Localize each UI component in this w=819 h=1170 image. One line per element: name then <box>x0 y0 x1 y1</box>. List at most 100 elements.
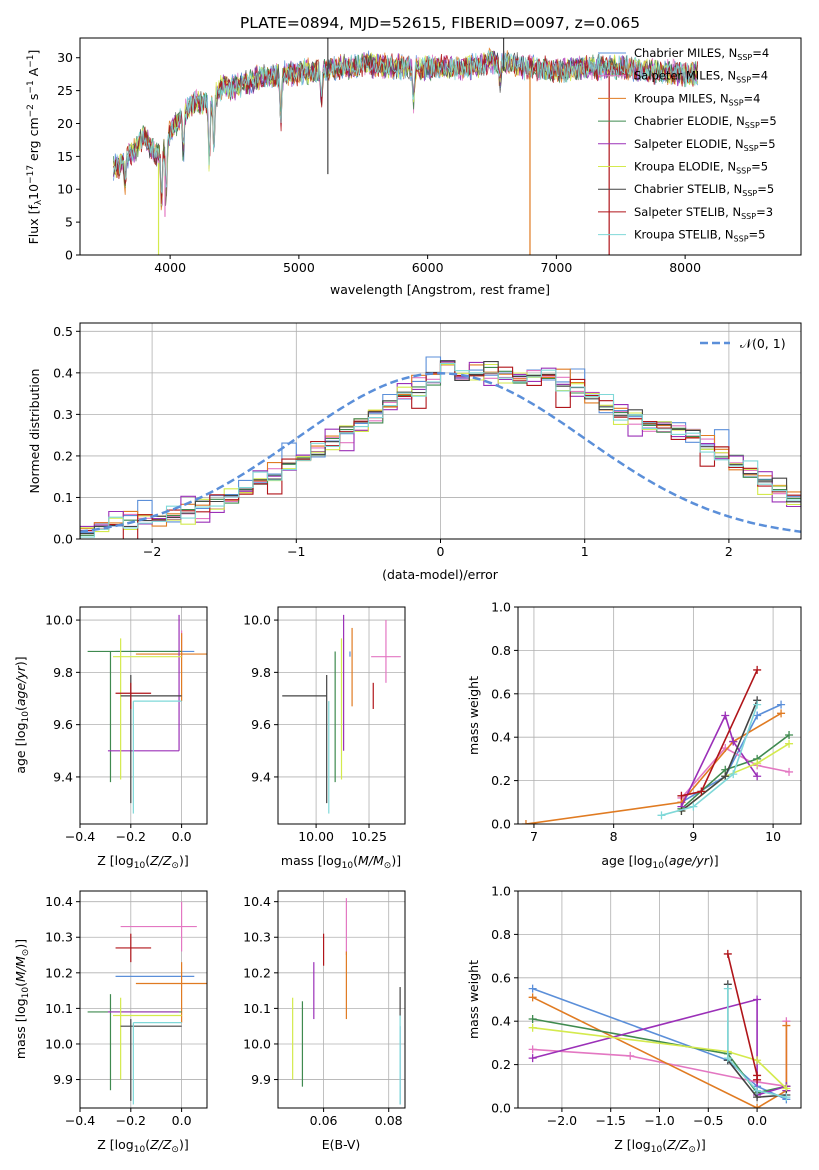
weight-marker-salpeter_elodie <box>528 1054 537 1063</box>
legend-entry: Salpeter MILES, NSSP=4 <box>634 69 768 85</box>
x-tick-label: 8000 <box>669 260 701 275</box>
x-tick-label: −2.0 <box>547 1113 577 1128</box>
axes-frame <box>277 890 406 1109</box>
errorbar-salpeter_stelib <box>115 682 152 709</box>
x-tick-label: 9 <box>689 829 697 844</box>
x-tick-label: 1 <box>581 544 589 559</box>
weight-marker-kroupa_elodie <box>528 1023 537 1032</box>
y-tick-label: 0.6 <box>491 686 511 701</box>
axes-frame <box>79 606 208 825</box>
histogram-chabrier_stelib <box>80 360 801 539</box>
y-tick-label: 0.5 <box>53 324 73 339</box>
age-vs-mass-panel: 10.00 10.25 9.4 9.6 9.8 10.0 mass [log10(M/M⊙)… <box>243 606 406 871</box>
weight-marker-kroupa_elodie <box>785 739 794 748</box>
y-tick-label: 0.4 <box>491 730 511 745</box>
weight-marker-chabrier_miles <box>777 700 786 709</box>
normal-curve <box>80 372 801 533</box>
errorbar-salpeter_miles <box>371 620 401 683</box>
y-tick-label: 9.6 <box>53 717 73 732</box>
weight-marker-salpeter_miles <box>626 1051 635 1060</box>
weight-marker-kroupa_stelib <box>753 700 762 709</box>
y-tick-label: 0.3 <box>53 407 73 422</box>
weight-line-salpeter_miles <box>680 746 790 799</box>
x-tick-label: 0.08 <box>375 1113 403 1128</box>
x-axis-label: Z [log10(Z/Z⊙)] <box>614 1137 705 1155</box>
weight-marker-salpeter_stelib <box>677 791 686 800</box>
legend-entry: Chabrier MILES, NSSP=4 <box>634 46 769 62</box>
weight-marker-chabrier_miles <box>528 984 537 993</box>
errorbar-kroupa_elodie <box>113 997 182 1080</box>
errorbar-chabrier_stelib <box>282 674 328 804</box>
y-axis-label: Normed distribution <box>27 369 42 494</box>
weight-marker-salpeter_stelib <box>723 949 732 958</box>
y-tick-label: 10.1 <box>45 1001 73 1016</box>
weight-marker-kroupa_stelib <box>723 1054 732 1063</box>
weight-marker-kroupa_elodie <box>753 759 762 768</box>
y-tick-label: 0.2 <box>491 1057 511 1072</box>
x-tick-label: 7000 <box>540 260 572 275</box>
x-axis-label: wavelength [Angstrom, rest frame] <box>330 282 550 297</box>
x-tick-label: −0.5 <box>693 1113 723 1128</box>
weight-marker-kroupa_miles <box>777 709 786 718</box>
weight-marker-salpeter_stelib <box>753 1075 762 1084</box>
x-tick-label: 8 <box>610 829 618 844</box>
y-tick-label: 1.0 <box>491 884 511 899</box>
x-tick-label: −2 <box>143 544 161 559</box>
axes-frame <box>277 606 406 825</box>
y-tick-label: 0.6 <box>491 970 511 985</box>
plot-area <box>87 901 207 1105</box>
weight-line-kroupa_stelib <box>727 988 787 1098</box>
weight-marker-chabrier_elodie <box>785 731 794 740</box>
y-tick-label: 0.2 <box>53 448 73 463</box>
x-axis-label: Z [log10(Z/Z⊙)] <box>97 853 188 871</box>
x-axis-label: Z [log10(Z/Z⊙)] <box>97 1137 188 1155</box>
figure-title: PLATE=0894, MJD=52615, FIBERID=0097, z=0… <box>240 14 640 32</box>
weight-line-chabrier_elodie <box>680 734 790 810</box>
y-axis-label: mass weight <box>466 676 481 755</box>
y-tick-label: 9.8 <box>53 665 73 680</box>
errorbar-kroupa_stelib <box>132 1022 182 1105</box>
y-tick-label: 10.4 <box>243 894 271 909</box>
y-tick-label: 9.4 <box>53 769 73 784</box>
y-tick-label: 0.4 <box>53 365 73 380</box>
x-tick-label: 4000 <box>154 260 186 275</box>
x-tick-label: 10 <box>765 829 781 844</box>
y-axis-label: mass [log10(M/M⊙)] <box>13 939 31 1059</box>
axes-frame <box>79 890 208 1109</box>
x-tick-label: −0.4 <box>65 1113 95 1128</box>
x-tick-label: 0 <box>437 544 445 559</box>
x-tick-label: 0.0 <box>747 1113 767 1128</box>
x-tick-label: 7 <box>530 829 538 844</box>
weight-marker-salpeter_stelib <box>753 665 762 674</box>
errorbar-salpeter_miles <box>120 901 197 952</box>
y-tick-label: 20 <box>57 116 73 131</box>
spectrum-panel: 4000 5000 6000 7000 8000 0 5 10 15 20 25 30 waveleng… <box>26 37 802 297</box>
plot-area <box>521 665 794 824</box>
y-axis-label: Flux [fλ10−17 erg cm−2 s−1 A−1] <box>26 50 44 245</box>
weight-marker-kroupa_elodie <box>753 1056 762 1065</box>
axes-frame <box>517 606 802 825</box>
weight-marker-kroupa_stelib <box>689 802 698 811</box>
y-tick-label: 0 <box>65 248 73 263</box>
x-tick-label: −0.2 <box>116 829 146 844</box>
errorbar-kroupa_miles <box>135 962 207 1023</box>
x-tick-label: −1.5 <box>596 1113 626 1128</box>
x-axis-label: mass [log10(M/M⊙)] <box>281 853 401 871</box>
plot-area <box>87 614 207 814</box>
legend-entry: Chabrier ELODIE, NSSP=5 <box>634 114 777 130</box>
y-tick-label: 10.1 <box>243 1001 271 1016</box>
errorbar-kroupa_miles <box>135 633 207 702</box>
x-tick-label: 6000 <box>412 260 444 275</box>
legend-entry: Kroupa ELODIE, NSSP=5 <box>634 160 768 176</box>
errorbar-kroupa_stelib <box>132 700 182 814</box>
histogram-chabrier_elodie <box>80 360 801 539</box>
weight-line-kroupa_miles <box>525 712 782 824</box>
weight-marker-kroupa_stelib <box>782 1093 791 1102</box>
weight-marker-kroupa_stelib <box>657 811 666 820</box>
weight-line-salpeter_stelib <box>681 669 758 797</box>
weight-marker-kroupa_stelib <box>723 984 732 993</box>
y-tick-label: 15 <box>57 149 73 164</box>
weight-marker-salpeter_elodie <box>753 772 762 781</box>
age-vs-metallicity-panel: −0.4 −0.2 0.0 9.4 9.6 9.8 10.0 Z [log10(Z/Z⊙)] a… <box>13 606 208 871</box>
x-axis-label: (data-model)/error <box>382 567 499 582</box>
